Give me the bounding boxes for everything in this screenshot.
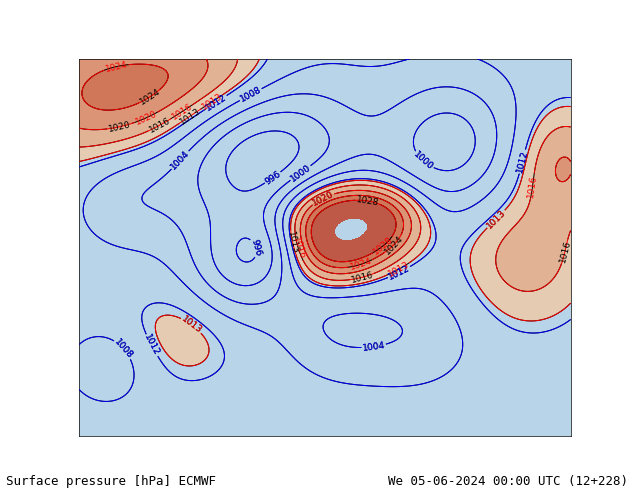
- Text: 1020: 1020: [311, 189, 335, 207]
- Text: 1012: 1012: [515, 149, 529, 174]
- Text: 1000: 1000: [412, 150, 435, 172]
- Text: 1008: 1008: [238, 85, 263, 104]
- Text: 1020: 1020: [107, 120, 132, 134]
- Text: 1024: 1024: [382, 233, 405, 256]
- Text: 1016: 1016: [290, 236, 306, 261]
- Text: 1000: 1000: [288, 163, 313, 183]
- Text: 1013: 1013: [178, 106, 202, 126]
- Text: 1012: 1012: [515, 149, 529, 174]
- Text: 1000: 1000: [288, 163, 313, 183]
- Text: We 05-06-2024 00:00 UTC (12+228): We 05-06-2024 00:00 UTC (12+228): [387, 474, 628, 488]
- Text: 996: 996: [263, 169, 283, 186]
- Text: 1012: 1012: [387, 263, 411, 282]
- Text: 1013: 1013: [386, 260, 411, 279]
- Text: 1016: 1016: [350, 270, 375, 285]
- Text: 1012: 1012: [204, 92, 228, 112]
- Text: 1016: 1016: [147, 116, 172, 135]
- Text: 1016: 1016: [526, 174, 539, 198]
- Text: 1012: 1012: [143, 333, 161, 358]
- Text: 1004: 1004: [169, 148, 191, 172]
- Text: 996: 996: [249, 238, 262, 257]
- Text: 1008: 1008: [238, 85, 263, 104]
- Text: Surface pressure [hPa] ECMWF: Surface pressure [hPa] ECMWF: [6, 474, 216, 488]
- Text: 1028: 1028: [372, 235, 395, 256]
- Text: 996: 996: [249, 238, 262, 257]
- Text: 1016: 1016: [170, 102, 194, 122]
- Text: 1004: 1004: [362, 341, 385, 353]
- Text: 1012: 1012: [387, 263, 411, 282]
- Text: 1008: 1008: [113, 337, 134, 361]
- Text: 1012: 1012: [143, 333, 161, 358]
- Text: 1008: 1008: [113, 337, 134, 361]
- Text: 1013: 1013: [485, 208, 507, 230]
- Text: 1013: 1013: [485, 208, 507, 230]
- Text: 1013: 1013: [200, 92, 224, 112]
- Text: 1004: 1004: [362, 341, 385, 353]
- Text: 1024: 1024: [138, 87, 162, 107]
- Text: 1028: 1028: [356, 195, 380, 207]
- Text: 1013: 1013: [179, 315, 204, 335]
- Text: 996: 996: [263, 169, 283, 186]
- Text: 1012: 1012: [204, 92, 228, 112]
- Text: 1024: 1024: [104, 60, 128, 74]
- Text: 1020: 1020: [134, 109, 158, 126]
- Text: 1016: 1016: [558, 239, 572, 264]
- Text: 1004: 1004: [169, 148, 191, 172]
- Text: 1013: 1013: [179, 315, 204, 335]
- Text: 1000: 1000: [412, 150, 435, 172]
- Text: 1013: 1013: [286, 230, 299, 255]
- Text: 1020: 1020: [311, 189, 335, 207]
- Text: 1024: 1024: [349, 257, 373, 272]
